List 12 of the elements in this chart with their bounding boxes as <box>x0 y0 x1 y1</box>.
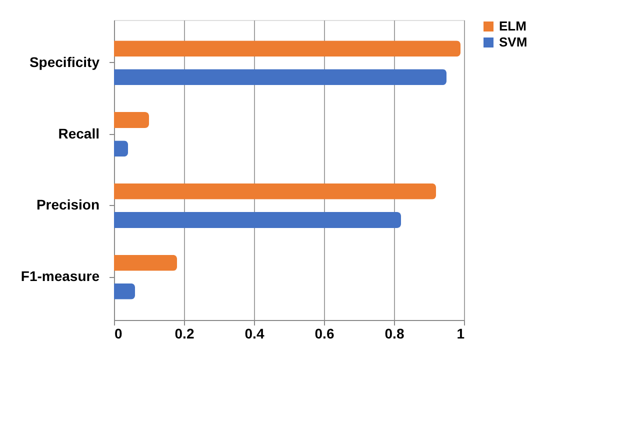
x-tick-label: 0.6 <box>314 326 334 342</box>
x-tick-label: 1 <box>456 326 465 342</box>
legend-label: SVM <box>499 34 528 50</box>
y-tick-label: F1-measure <box>20 268 100 284</box>
x-tick-label: 0.4 <box>244 326 264 342</box>
x-tick-label: 0.8 <box>384 326 404 342</box>
y-tick-label: Specificity <box>29 54 100 70</box>
legend-label: ELM <box>499 18 526 34</box>
y-tick-label: Recall <box>58 125 100 142</box>
x-tick-label: 0.2 <box>174 326 194 342</box>
y-tick-label: Precision <box>36 196 100 213</box>
x-tick-label: 0 <box>114 326 122 342</box>
